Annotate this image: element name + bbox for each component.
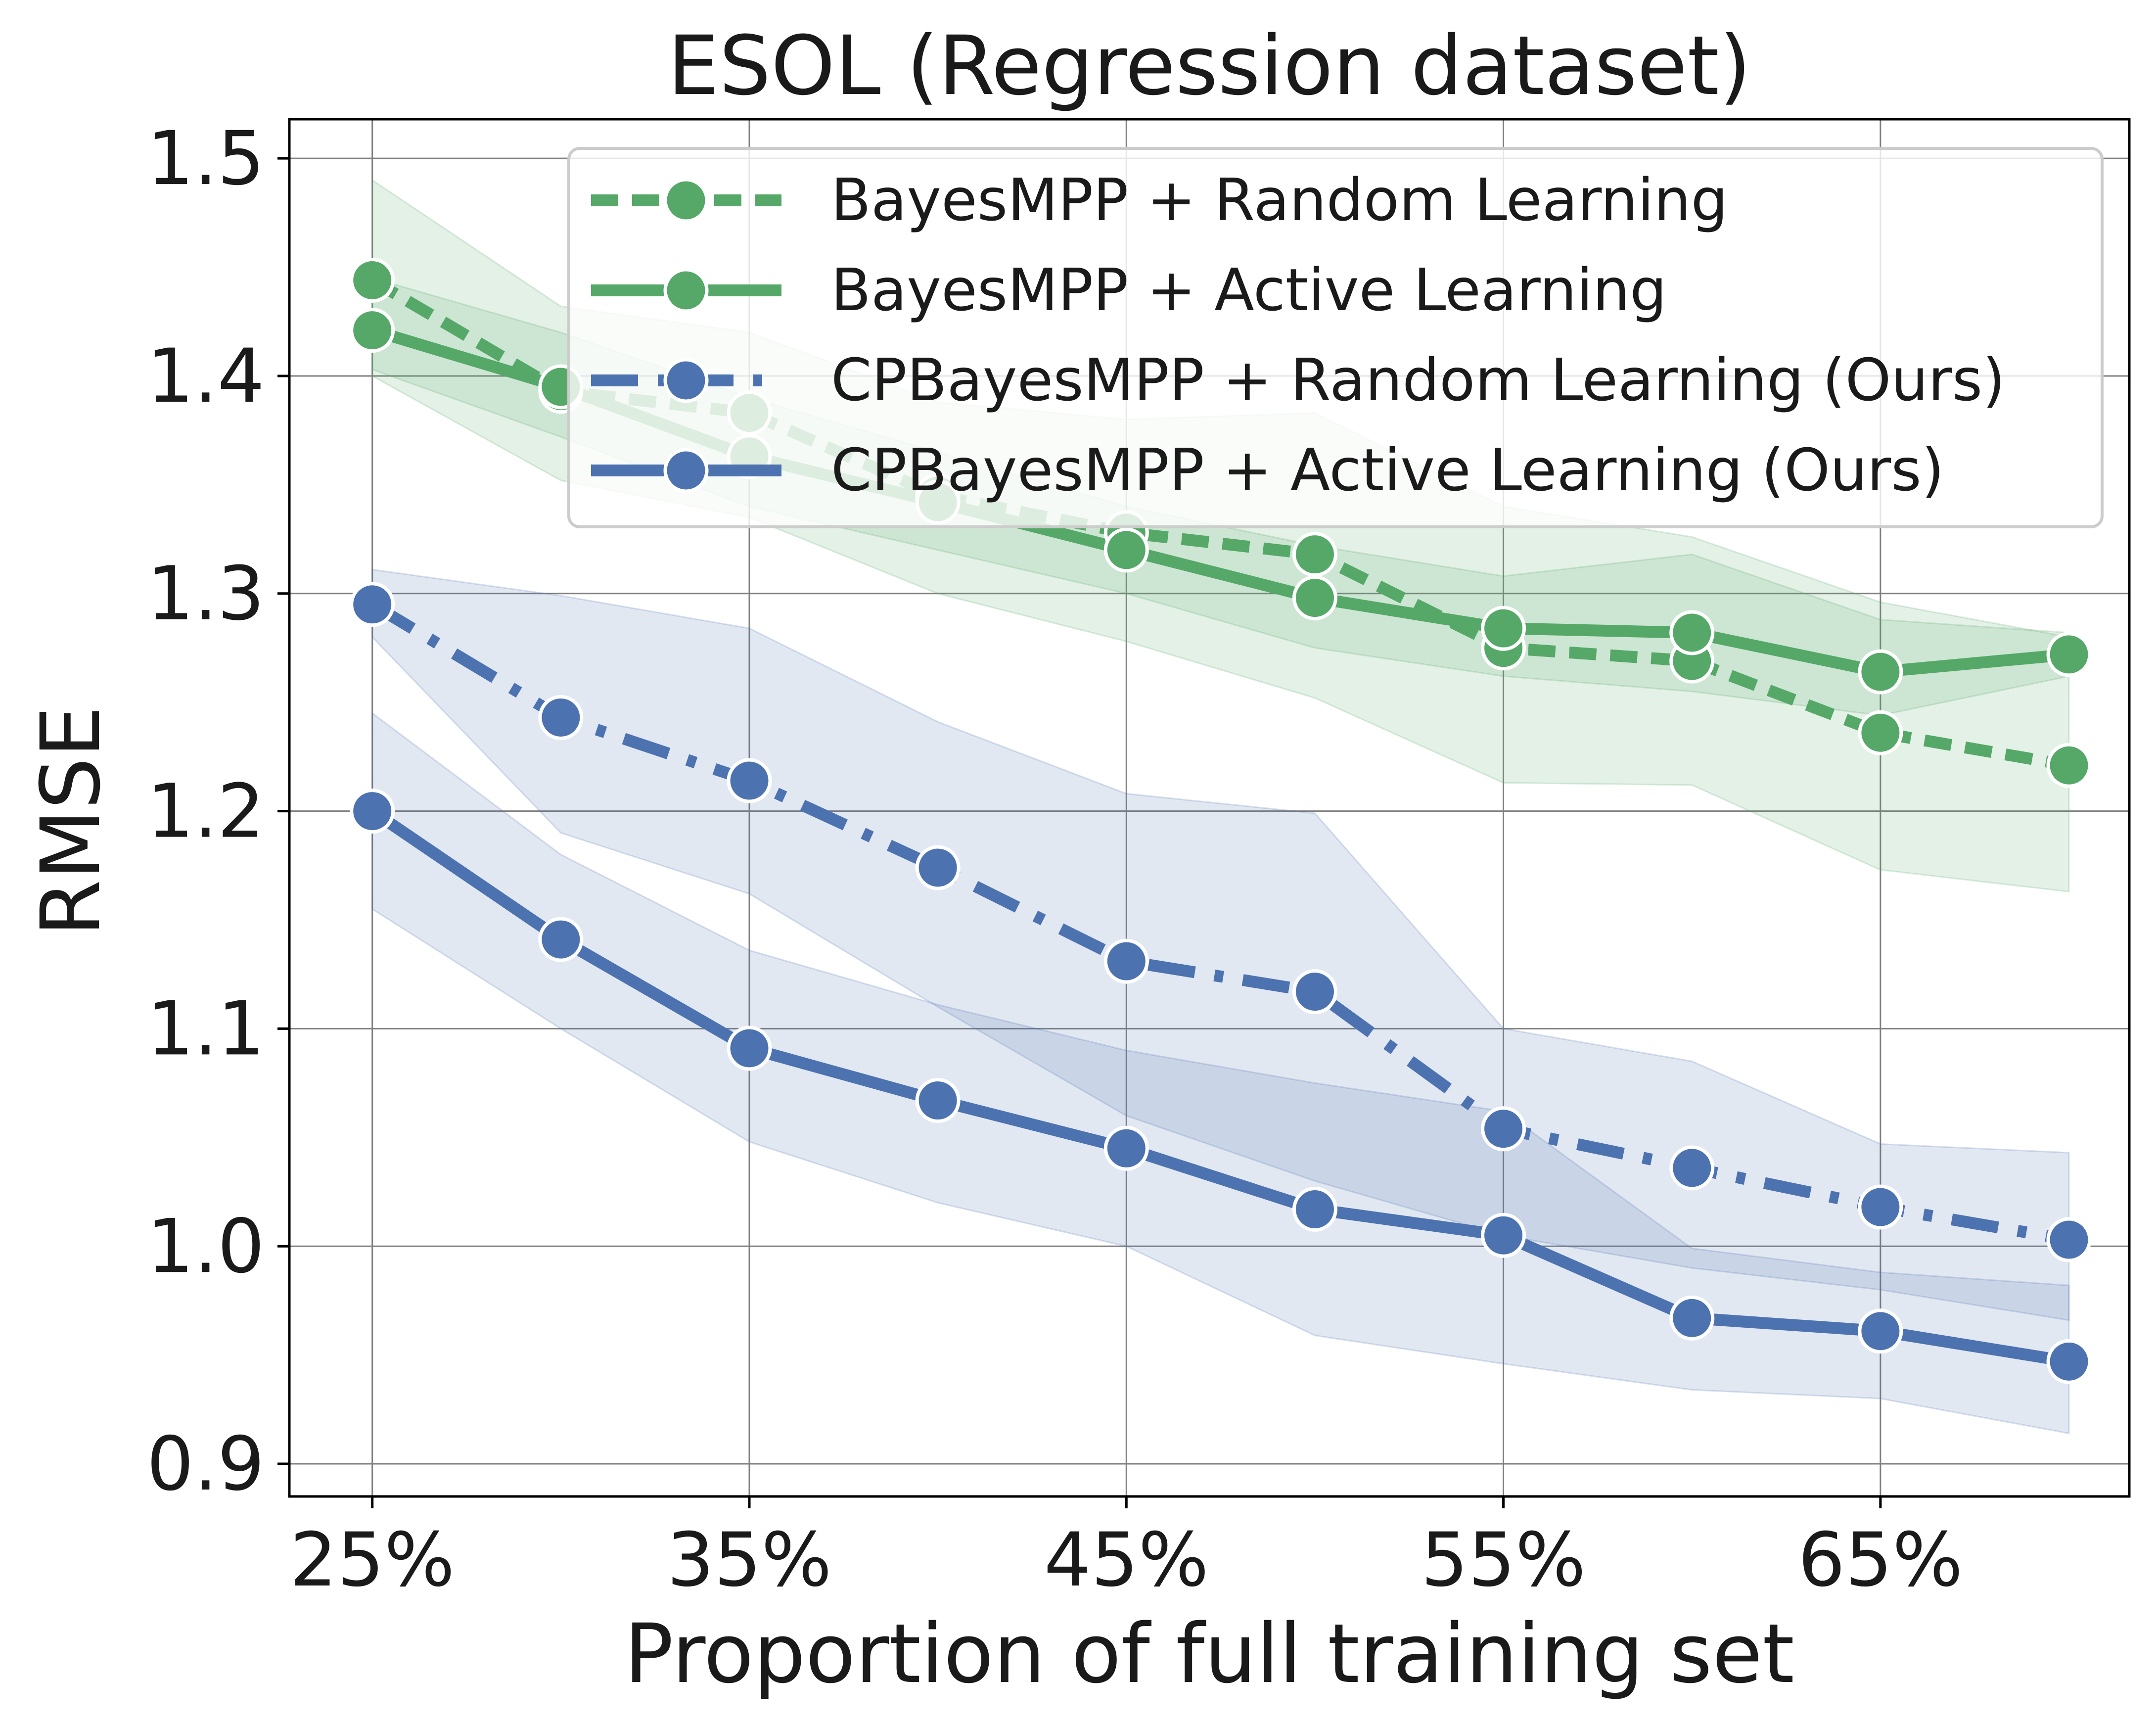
data-point — [538, 917, 584, 962]
data-point — [350, 789, 395, 834]
legend-label: CPBayesMPP + Random Learning (Ours) — [831, 346, 2005, 414]
data-point — [538, 695, 584, 740]
data-point — [350, 257, 395, 303]
data-point — [1103, 527, 1149, 573]
data-point — [1103, 1125, 1149, 1171]
legend: BayesMPP + Random Learning BayesMPP + Act… — [567, 147, 2104, 528]
data-point — [915, 1078, 961, 1123]
x-tick-label: 45% — [1044, 1517, 1209, 1603]
data-point — [1858, 1308, 1903, 1354]
data-point — [1292, 575, 1337, 621]
confidence-band-3 — [371, 711, 2070, 1435]
data-point — [727, 1026, 772, 1071]
data-point — [1669, 610, 1715, 655]
data-point — [350, 308, 395, 353]
x-tick-label: 35% — [667, 1517, 831, 1603]
data-point — [2046, 632, 2092, 677]
data-point — [1858, 1184, 1903, 1230]
axis-ticks: 25% 35% 45% 55% 65% 0.9 1.0 1.1 1.2 1.3 1.4 1.5 — [146, 116, 1963, 1603]
y-tick-label: 1.0 — [146, 1204, 265, 1290]
data-point — [1292, 532, 1337, 577]
data-point — [350, 582, 395, 627]
confidence-band-2 — [371, 568, 2070, 1321]
legend-label: CPBayesMPP + Active Learning (Ours) — [831, 436, 1944, 504]
legend-box — [567, 147, 2104, 528]
series-line-3 — [368, 806, 2070, 1368]
data-point — [915, 845, 961, 890]
y-tick-label: 1.2 — [146, 769, 265, 855]
data-point — [727, 758, 772, 803]
data-point — [1481, 606, 1526, 651]
y-axis-label: RMSE — [23, 706, 118, 936]
y-tick-label: 1.5 — [146, 116, 265, 202]
x-axis-label: Proportion of full training set — [624, 1606, 1794, 1701]
data-point — [1669, 1295, 1715, 1341]
data-point — [1669, 1145, 1715, 1191]
data-point — [2046, 1217, 2092, 1262]
legend-swatch-marker-2 — [663, 358, 709, 403]
x-tick-label: 65% — [1798, 1517, 1963, 1603]
data-point — [1292, 969, 1337, 1015]
data-point — [2046, 1339, 2092, 1384]
legend-swatch-marker-3 — [663, 448, 709, 493]
data-point — [1858, 710, 1903, 755]
data-point — [1292, 1186, 1337, 1232]
chart-title: ESOL (Regression dataset) — [668, 18, 1751, 113]
y-tick-label: 1.3 — [146, 551, 265, 637]
y-tick-label: 1.1 — [146, 986, 265, 1072]
legend-label: BayesMPP + Active Learning — [831, 256, 1667, 324]
y-tick-label: 0.9 — [146, 1421, 265, 1507]
data-point — [1481, 1212, 1526, 1258]
data-point — [1858, 649, 1903, 695]
data-point — [2046, 743, 2092, 788]
x-tick-label: 25% — [290, 1517, 455, 1603]
legend-swatch-marker-1 — [663, 268, 709, 313]
legend-swatch-marker-0 — [663, 178, 709, 223]
y-tick-label: 1.4 — [146, 333, 265, 420]
series-line-2 — [369, 599, 2070, 1246]
data-point — [1103, 938, 1149, 984]
plot-frame — [288, 118, 2131, 1498]
data-point — [1481, 1106, 1526, 1152]
x-tick-label: 55% — [1421, 1517, 1586, 1603]
legend-label: BayesMPP + Random Learning — [831, 166, 1728, 234]
